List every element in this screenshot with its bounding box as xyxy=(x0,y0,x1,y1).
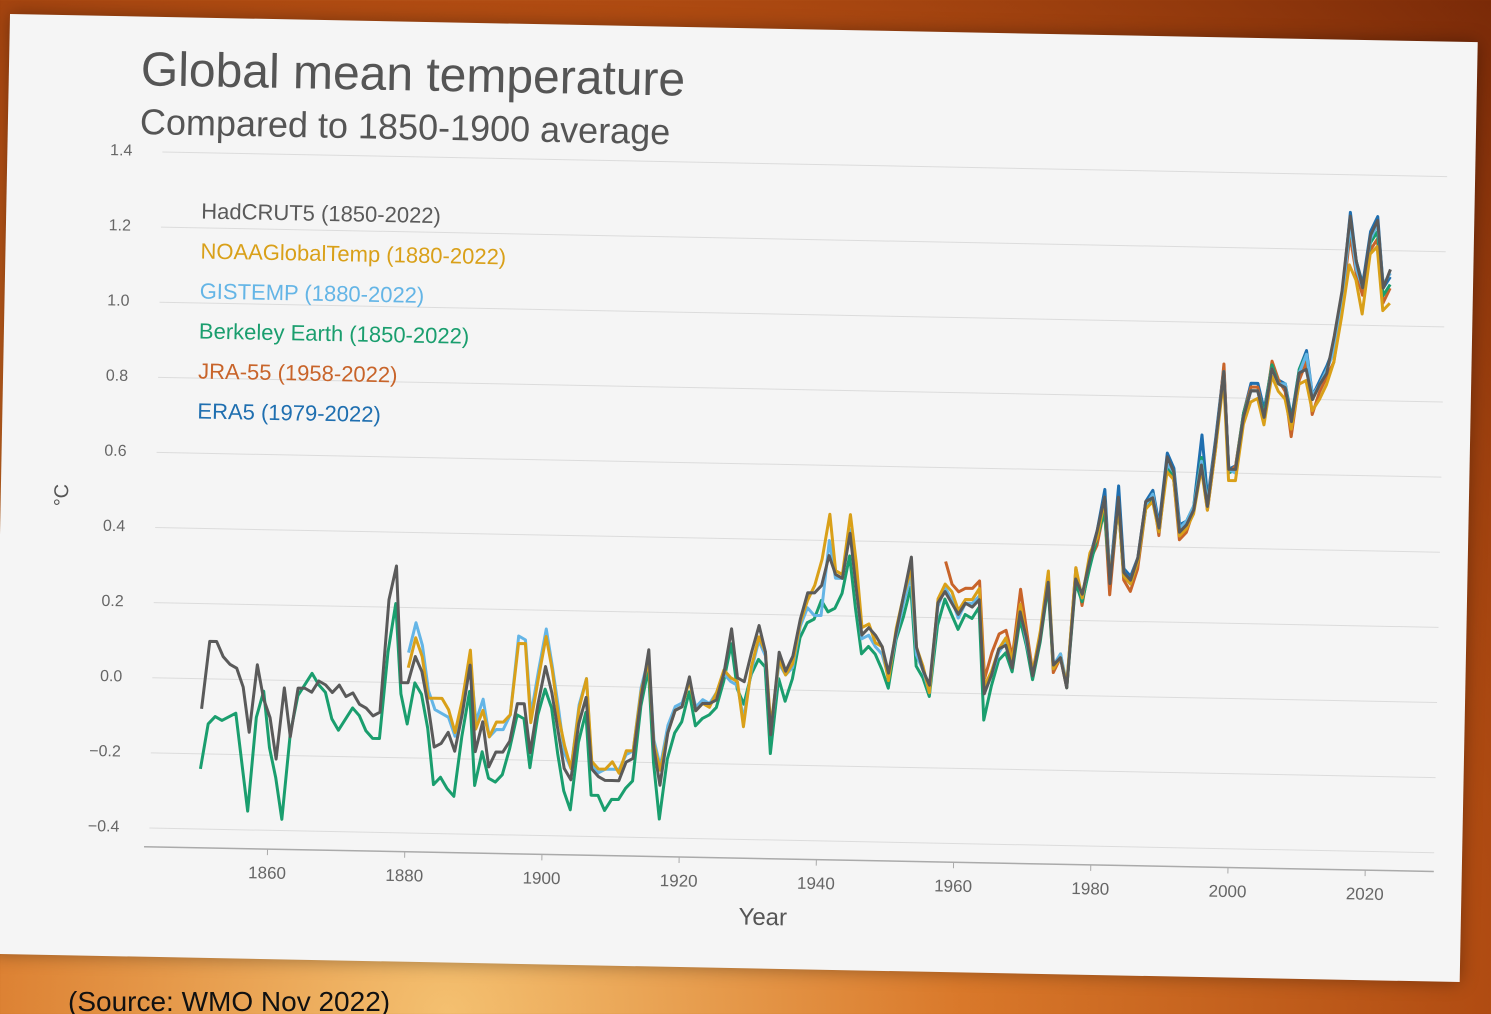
page: Global mean temperature Compared to 1850… xyxy=(0,0,1491,1014)
grid-line xyxy=(154,603,1439,628)
y-axis-label: °C xyxy=(51,484,73,507)
legend-entry: GISTEMP (1880-2022) xyxy=(199,279,424,308)
source-note: (Source: WMO Nov 2022) xyxy=(68,986,390,1014)
x-tick-label: 1920 xyxy=(660,871,698,891)
chart: Global mean temperature Compared to 1850… xyxy=(0,14,1478,982)
grid-line xyxy=(151,753,1436,778)
y-tick-label: 0.0 xyxy=(100,668,123,685)
x-tick-label: 1960 xyxy=(934,876,972,896)
grid-line xyxy=(157,452,1442,477)
grid-line xyxy=(162,152,1447,177)
x-tick-label: 1880 xyxy=(385,866,423,886)
y-tick-label: 0.6 xyxy=(104,443,127,460)
y-tick-label: 0.8 xyxy=(106,368,129,385)
y-tick-label: −0.2 xyxy=(89,743,121,761)
chart-title: Global mean temperature xyxy=(140,43,685,106)
x-tick-label: 1940 xyxy=(797,874,835,894)
legend-entry: Berkeley Earth (1850-2022) xyxy=(199,319,470,349)
grid-line xyxy=(155,528,1440,553)
y-tick-label: 1.4 xyxy=(110,142,133,159)
y-tick-label: 0.2 xyxy=(101,593,124,610)
grid-line xyxy=(149,828,1434,853)
x-axis-label: Year xyxy=(738,903,787,931)
chart-subtitle: Compared to 1850-1900 average xyxy=(140,101,671,152)
x-tick-label: 2020 xyxy=(1346,884,1384,904)
x-tick-label: 1980 xyxy=(1071,879,1109,899)
y-tick-label: 0.4 xyxy=(103,518,126,535)
x-tick-label: 1860 xyxy=(248,863,286,883)
legend-entry: HadCRUT5 (1850-2022) xyxy=(201,199,441,229)
y-tick-label: 1.0 xyxy=(107,292,130,309)
chart-card: Global mean temperature Compared to 1850… xyxy=(0,14,1478,982)
x-tick-label: 2000 xyxy=(1208,882,1246,902)
legend-entry: JRA-55 (1958-2022) xyxy=(198,358,398,387)
legend-entry: ERA5 (1979-2022) xyxy=(197,398,381,427)
y-tick-label: 1.2 xyxy=(109,217,132,234)
x-axis-line xyxy=(144,847,1434,872)
x-tick-label: 1900 xyxy=(522,868,560,888)
grid-line xyxy=(152,678,1437,703)
y-tick-label: −0.4 xyxy=(88,818,120,836)
legend-entry: NOAAGlobalTemp (1880-2022) xyxy=(200,239,506,270)
